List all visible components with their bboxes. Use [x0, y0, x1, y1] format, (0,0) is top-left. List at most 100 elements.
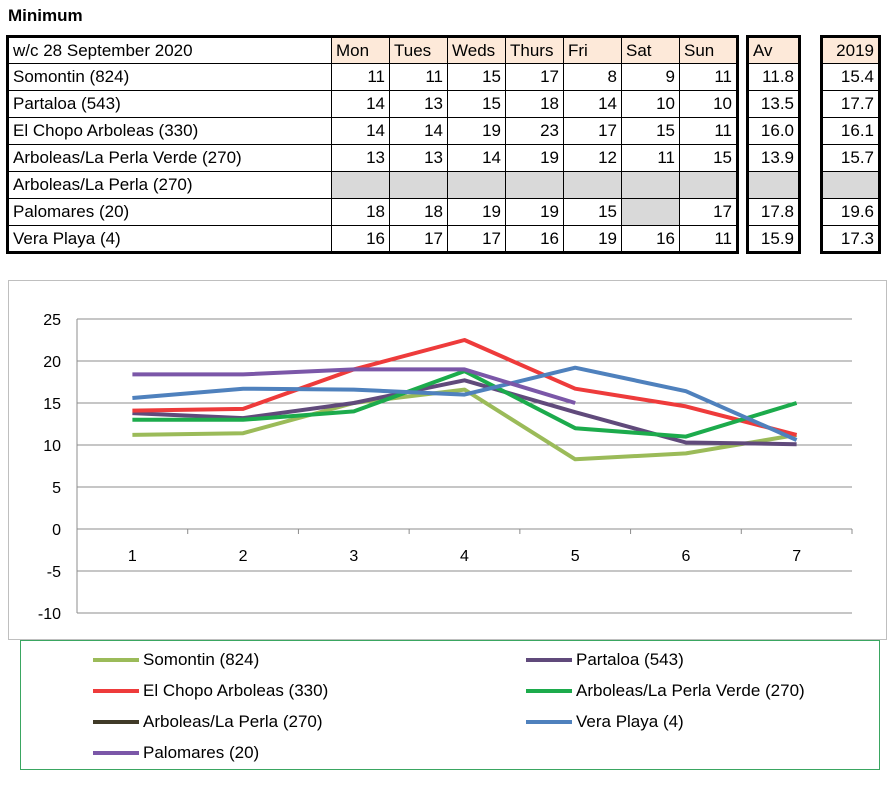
temperature-cell [447, 171, 506, 199]
header-row: Av [747, 36, 800, 64]
legend-swatch [93, 751, 139, 755]
temperature-cell: 11 [389, 63, 448, 91]
year-2019-cell: 19.6 [821, 198, 880, 226]
year-2019-cell: 17.7 [821, 90, 880, 118]
temperature-cell: 11 [679, 225, 738, 253]
temperature-cell: 11 [679, 63, 738, 91]
legend-label: Partaloa (543) [576, 650, 684, 669]
table-row: 15.4 [821, 63, 880, 91]
y-tick-label: 0 [52, 522, 61, 539]
x-tick-label: 3 [349, 548, 358, 565]
temperature-cell: 17 [447, 225, 506, 253]
table-row: 17.3 [821, 225, 880, 253]
y-tick-label: 20 [43, 354, 61, 371]
table-row [747, 171, 800, 199]
legend-label: Palomares (20) [143, 743, 260, 762]
temperature-cell: 14 [447, 144, 506, 172]
temperature-table: w/c 28 September 2020 Mon Tues Weds Thurs Fri… [6, 35, 739, 254]
series-line [132, 338, 798, 437]
temperature-cell: 19 [447, 198, 506, 226]
legend-swatch [526, 689, 572, 693]
temperature-cell: 10 [679, 90, 738, 118]
temperature-cell: 14 [389, 117, 448, 145]
temperature-cell: 13 [389, 144, 448, 172]
year-2019-cell: 15.4 [821, 63, 880, 91]
temperature-cell: 18 [389, 198, 448, 226]
station-name: Arboleas/La Perla (270) [7, 171, 332, 199]
legend-item: Vera Playa (4) [526, 710, 684, 734]
average-cell: 13.9 [747, 144, 800, 172]
day-header: Mon [331, 36, 390, 64]
temperature-cell: 16 [505, 225, 564, 253]
table-row: Palomares (20) 18 18 19 19 15 17 [7, 198, 738, 226]
table-row: 17.7 [821, 90, 880, 118]
temperature-cell: 23 [505, 117, 564, 145]
temperature-cell: 11 [621, 144, 680, 172]
week-label: w/c 28 September 2020 [7, 36, 332, 64]
temperature-cell: 15 [563, 198, 622, 226]
chart-area: 25 20 15 10 5 0 -5 -10 1 2 3 4 5 6 7 [8, 280, 887, 640]
page-title: Minimum [8, 6, 83, 25]
legend-item: Palomares (20) [93, 741, 259, 765]
temperature-cell: 19 [505, 144, 564, 172]
table-row: Somontin (824) 11 11 15 17 8 9 11 [7, 63, 738, 91]
legend-item: Partaloa (543) [526, 648, 684, 672]
legend-item: Arboleas/La Perla Verde (270) [526, 679, 805, 703]
temperature-cell: 13 [389, 90, 448, 118]
table-row: 13.9 [747, 144, 800, 172]
table-row [821, 171, 880, 199]
legend-label: Arboleas/La Perla Verde (270) [576, 681, 805, 700]
legend-item: Arboleas/La Perla (270) [93, 710, 323, 734]
temperature-cell: 13 [331, 144, 390, 172]
station-name: El Chopo Arboleas (330) [7, 117, 332, 145]
legend-swatch [526, 720, 572, 724]
temperature-cell: 15 [447, 90, 506, 118]
station-name: Somontin (824) [7, 63, 332, 91]
y-tick-label: -10 [38, 606, 61, 623]
table-row: 16.0 [747, 117, 800, 145]
average-cell: 11.8 [747, 63, 800, 91]
table-row: 13.5 [747, 90, 800, 118]
x-tick-label: 4 [460, 548, 469, 565]
year-2019-cell: 17.3 [821, 225, 880, 253]
average-table: Av 11.8 13.5 16.0 13.9 17.8 15.9 [746, 35, 801, 254]
table-row: Vera Playa (4) 16 17 17 16 19 16 11 [7, 225, 738, 253]
table-row: Partaloa (543) 14 13 15 18 14 10 10 [7, 90, 738, 118]
x-tick-label: 7 [792, 548, 801, 565]
legend-swatch [93, 720, 139, 724]
line-chart: 25 20 15 10 5 0 -5 -10 1 2 3 4 5 6 7 [38, 312, 853, 623]
temperature-cell [505, 171, 564, 199]
header-row: 2019 [821, 36, 880, 64]
series-line [132, 365, 798, 442]
legend-item: El Chopo Arboleas (330) [93, 679, 328, 703]
year-2019-table: 2019 15.4 17.7 16.1 15.7 19.6 17.3 [820, 35, 881, 254]
day-header: Weds [447, 36, 506, 64]
day-header: Sun [679, 36, 738, 64]
temperature-cell: 18 [331, 198, 390, 226]
table-row: Arboleas/La Perla (270) [7, 171, 738, 199]
legend-item: Somontin (824) [93, 648, 259, 672]
temperature-cell [621, 198, 680, 226]
av-header: Av [747, 36, 800, 64]
average-cell: 17.8 [747, 198, 800, 226]
legend-swatch [93, 689, 139, 693]
y-tick-label: 5 [52, 480, 61, 497]
temperature-cell: 12 [563, 144, 622, 172]
legend-label: El Chopo Arboleas (330) [143, 681, 329, 700]
temperature-cell: 11 [679, 117, 738, 145]
temperature-cell: 11 [331, 63, 390, 91]
table-row: El Chopo Arboleas (330) 14 14 19 23 17 15 11 [7, 117, 738, 145]
legend-swatch [526, 658, 572, 662]
x-tick-label: 5 [571, 548, 580, 565]
year-2019-cell: 16.1 [821, 117, 880, 145]
day-header: Tues [389, 36, 448, 64]
year-2019-cell [821, 171, 880, 199]
temperature-cell: 19 [563, 225, 622, 253]
temperature-cell: 17 [563, 117, 622, 145]
table-row: Arboleas/La Perla Verde (270) 13 13 14 19 12 1… [7, 144, 738, 172]
series-line [132, 367, 576, 405]
average-cell [747, 171, 800, 199]
table-row: 16.1 [821, 117, 880, 145]
temperature-cell: 14 [563, 90, 622, 118]
station-name: Vera Playa (4) [7, 225, 332, 253]
